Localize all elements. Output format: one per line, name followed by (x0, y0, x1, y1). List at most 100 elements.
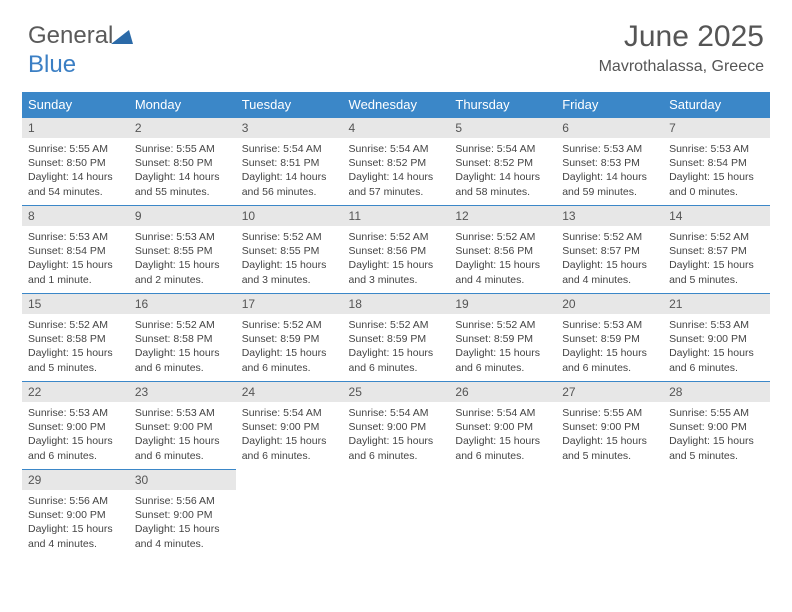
daylight-line: Daylight: 15 hours and 6 minutes. (242, 346, 337, 374)
location-label: Mavrothalassa, Greece (599, 58, 764, 76)
calendar-day-cell: 27Sunrise: 5:55 AMSunset: 9:00 PMDayligh… (556, 381, 663, 469)
calendar-header-cell: Monday (129, 92, 236, 117)
sunrise-line: Sunrise: 5:52 AM (669, 230, 764, 244)
sunset-line: Sunset: 8:57 PM (669, 244, 764, 258)
calendar-day-cell: 18Sunrise: 5:52 AMSunset: 8:59 PMDayligh… (343, 293, 450, 381)
sunrise-line: Sunrise: 5:55 AM (562, 406, 657, 420)
calendar-day-cell: 14Sunrise: 5:52 AMSunset: 8:57 PMDayligh… (663, 205, 770, 293)
day-body: Sunrise: 5:52 AMSunset: 8:56 PMDaylight:… (449, 226, 556, 293)
day-body: Sunrise: 5:54 AMSunset: 8:52 PMDaylight:… (449, 138, 556, 205)
day-number: 25 (343, 381, 450, 402)
day-body: Sunrise: 5:52 AMSunset: 8:58 PMDaylight:… (22, 314, 129, 381)
daylight-line: Daylight: 14 hours and 54 minutes. (28, 170, 123, 198)
day-number: 26 (449, 381, 556, 402)
daylight-line: Daylight: 15 hours and 5 minutes. (669, 434, 764, 462)
day-body: Sunrise: 5:55 AMSunset: 9:00 PMDaylight:… (663, 402, 770, 469)
calendar-day-cell: 28Sunrise: 5:55 AMSunset: 9:00 PMDayligh… (663, 381, 770, 469)
sunset-line: Sunset: 8:52 PM (349, 156, 444, 170)
day-body: Sunrise: 5:53 AMSunset: 8:54 PMDaylight:… (663, 138, 770, 205)
daylight-line: Daylight: 15 hours and 0 minutes. (669, 170, 764, 198)
daylight-line: Daylight: 15 hours and 1 minute. (28, 258, 123, 286)
day-number: 5 (449, 117, 556, 138)
sunset-line: Sunset: 8:55 PM (242, 244, 337, 258)
daylight-line: Daylight: 15 hours and 5 minutes. (669, 258, 764, 286)
day-number: 4 (343, 117, 450, 138)
day-body: Sunrise: 5:52 AMSunset: 8:59 PMDaylight:… (449, 314, 556, 381)
sunrise-line: Sunrise: 5:52 AM (455, 318, 550, 332)
sunset-line: Sunset: 8:59 PM (562, 332, 657, 346)
daylight-line: Daylight: 15 hours and 6 minutes. (28, 434, 123, 462)
sunrise-line: Sunrise: 5:54 AM (349, 142, 444, 156)
day-number: 7 (663, 117, 770, 138)
day-number: 21 (663, 293, 770, 314)
sunrise-line: Sunrise: 5:54 AM (242, 142, 337, 156)
calendar-week-row: 29Sunrise: 5:56 AMSunset: 9:00 PMDayligh… (22, 469, 770, 557)
sunrise-line: Sunrise: 5:54 AM (242, 406, 337, 420)
daylight-line: Daylight: 15 hours and 6 minutes. (349, 346, 444, 374)
calendar-day-cell: 5Sunrise: 5:54 AMSunset: 8:52 PMDaylight… (449, 117, 556, 205)
day-body: Sunrise: 5:53 AMSunset: 8:55 PMDaylight:… (129, 226, 236, 293)
day-body: Sunrise: 5:55 AMSunset: 9:00 PMDaylight:… (556, 402, 663, 469)
day-number: 6 (556, 117, 663, 138)
day-number: 8 (22, 205, 129, 226)
day-number: 9 (129, 205, 236, 226)
sunset-line: Sunset: 8:56 PM (349, 244, 444, 258)
daylight-line: Daylight: 15 hours and 3 minutes. (349, 258, 444, 286)
calendar-header-cell: Wednesday (343, 92, 450, 117)
day-body: Sunrise: 5:52 AMSunset: 8:56 PMDaylight:… (343, 226, 450, 293)
day-number: 29 (22, 469, 129, 490)
sunset-line: Sunset: 9:00 PM (242, 420, 337, 434)
daylight-line: Daylight: 14 hours and 59 minutes. (562, 170, 657, 198)
sunset-line: Sunset: 8:59 PM (349, 332, 444, 346)
daylight-line: Daylight: 14 hours and 57 minutes. (349, 170, 444, 198)
sunset-line: Sunset: 9:00 PM (28, 420, 123, 434)
daylight-line: Daylight: 15 hours and 6 minutes. (349, 434, 444, 462)
day-body: Sunrise: 5:54 AMSunset: 9:00 PMDaylight:… (343, 402, 450, 469)
logo-text-general: General (28, 22, 113, 49)
calendar-day-cell: 25Sunrise: 5:54 AMSunset: 9:00 PMDayligh… (343, 381, 450, 469)
calendar-day-cell: 8Sunrise: 5:53 AMSunset: 8:54 PMDaylight… (22, 205, 129, 293)
daylight-line: Daylight: 15 hours and 6 minutes. (455, 434, 550, 462)
daylight-line: Daylight: 15 hours and 3 minutes. (242, 258, 337, 286)
sunset-line: Sunset: 8:53 PM (562, 156, 657, 170)
daylight-line: Daylight: 15 hours and 6 minutes. (242, 434, 337, 462)
day-body: Sunrise: 5:52 AMSunset: 8:57 PMDaylight:… (556, 226, 663, 293)
sunrise-line: Sunrise: 5:53 AM (562, 142, 657, 156)
sunrise-line: Sunrise: 5:55 AM (135, 142, 230, 156)
calendar-day-cell: .. (449, 469, 556, 557)
sunset-line: Sunset: 9:00 PM (28, 508, 123, 522)
calendar-week-row: 22Sunrise: 5:53 AMSunset: 9:00 PMDayligh… (22, 381, 770, 469)
day-number: 14 (663, 205, 770, 226)
calendar-header-cell: Tuesday (236, 92, 343, 117)
calendar-day-cell: 23Sunrise: 5:53 AMSunset: 9:00 PMDayligh… (129, 381, 236, 469)
day-number: 27 (556, 381, 663, 402)
calendar-day-cell: 15Sunrise: 5:52 AMSunset: 8:58 PMDayligh… (22, 293, 129, 381)
header: June 2025 Mavrothalassa, Greece (599, 20, 764, 76)
calendar-day-cell: 26Sunrise: 5:54 AMSunset: 9:00 PMDayligh… (449, 381, 556, 469)
day-body: Sunrise: 5:53 AMSunset: 9:00 PMDaylight:… (22, 402, 129, 469)
day-body: Sunrise: 5:54 AMSunset: 8:51 PMDaylight:… (236, 138, 343, 205)
logo-text-blue: Blue (28, 51, 76, 78)
sunset-line: Sunset: 9:00 PM (562, 420, 657, 434)
day-number: 11 (343, 205, 450, 226)
calendar-header-cell: Saturday (663, 92, 770, 117)
calendar-day-cell: .. (236, 469, 343, 557)
calendar-day-cell: 17Sunrise: 5:52 AMSunset: 8:59 PMDayligh… (236, 293, 343, 381)
day-number: 28 (663, 381, 770, 402)
day-number: 23 (129, 381, 236, 402)
calendar-day-cell: 24Sunrise: 5:54 AMSunset: 9:00 PMDayligh… (236, 381, 343, 469)
day-body: Sunrise: 5:56 AMSunset: 9:00 PMDaylight:… (129, 490, 236, 557)
daylight-line: Daylight: 15 hours and 4 minutes. (135, 522, 230, 550)
daylight-line: Daylight: 15 hours and 4 minutes. (455, 258, 550, 286)
day-number: 22 (22, 381, 129, 402)
day-number: 17 (236, 293, 343, 314)
calendar-header-cell: Sunday (22, 92, 129, 117)
calendar-day-cell: 6 Sunrise: 5:53 AMSunset: 8:53 PMDaylight… (556, 117, 663, 205)
day-body: Sunrise: 5:52 AMSunset: 8:57 PMDaylight:… (663, 226, 770, 293)
sunrise-line: Sunrise: 5:53 AM (669, 142, 764, 156)
daylight-line: Daylight: 15 hours and 5 minutes. (562, 434, 657, 462)
day-body: Sunrise: 5:53 AMSunset: 8:54 PMDaylight:… (22, 226, 129, 293)
sunset-line: Sunset: 8:59 PM (455, 332, 550, 346)
calendar-header-row: SundayMondayTuesdayWednesdayThursdayFrid… (22, 92, 770, 117)
calendar-day-cell: 21Sunrise: 5:53 AMSunset: 9:00 PMDayligh… (663, 293, 770, 381)
